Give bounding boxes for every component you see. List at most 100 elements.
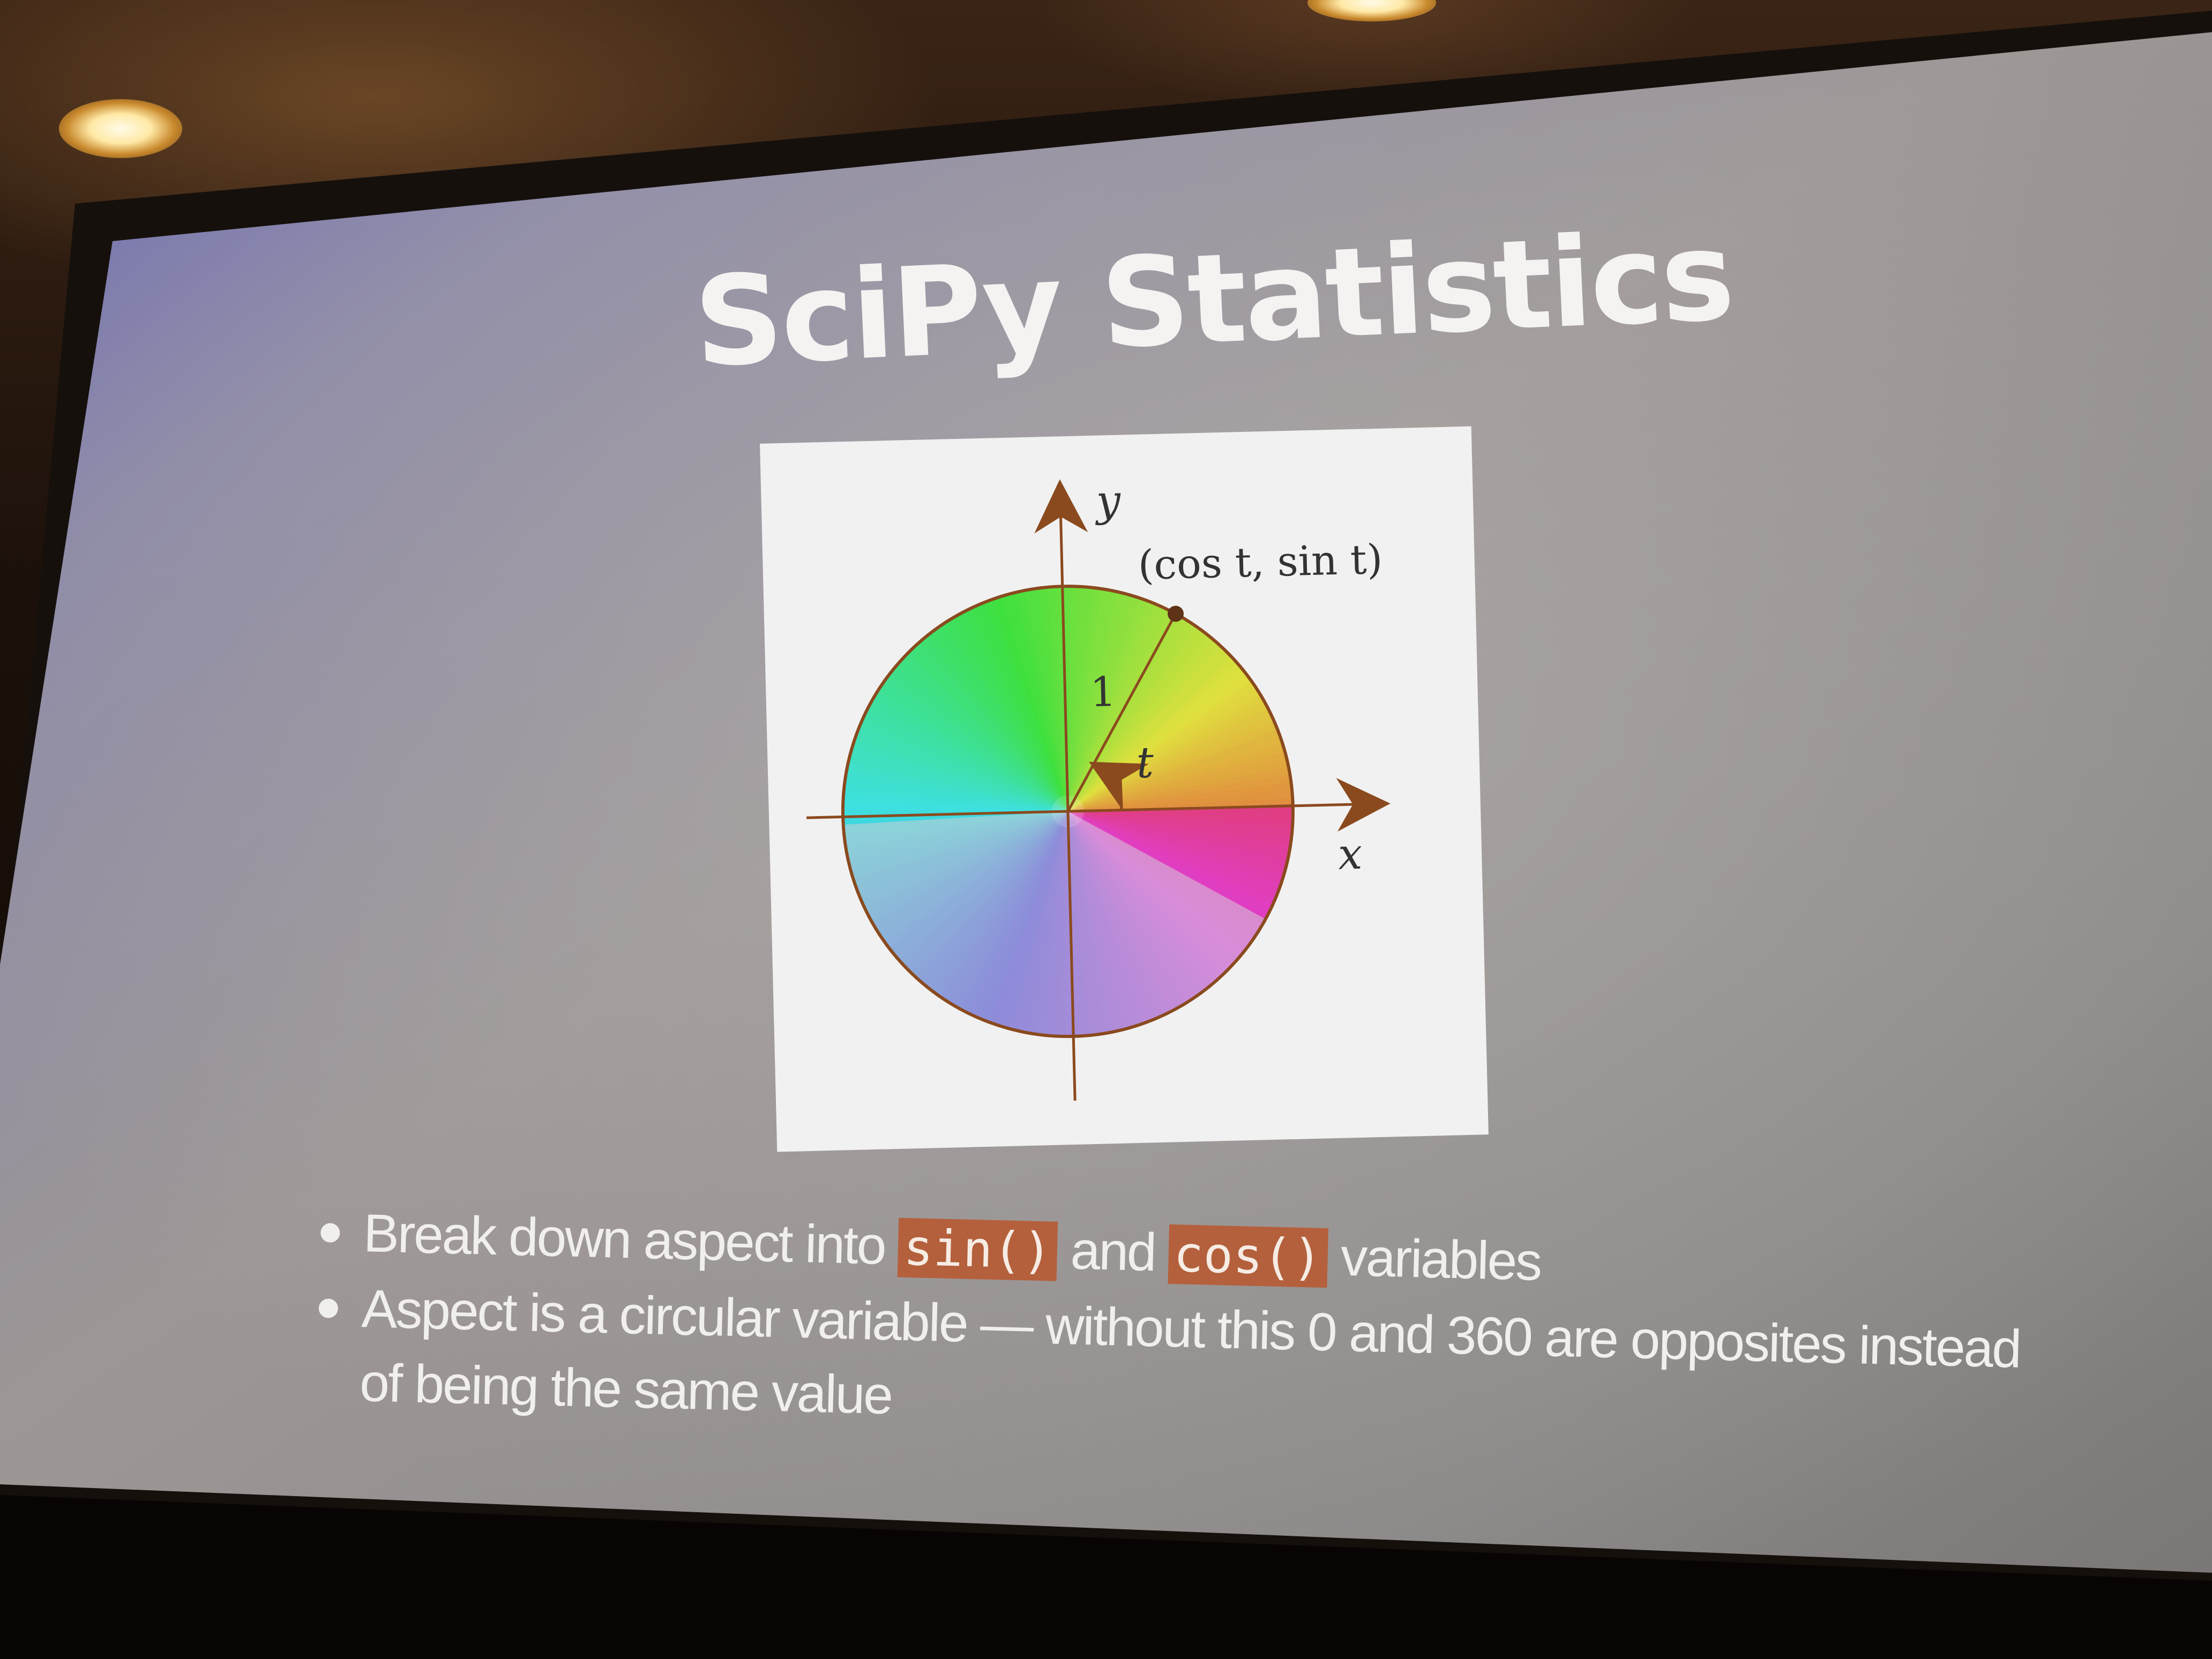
color-wheel-wedge	[930, 614, 1068, 812]
color-wheel-wedge	[839, 744, 1068, 812]
color-wheel-wedge	[899, 640, 1068, 812]
color-wheel-wedge	[1067, 581, 1087, 812]
color-wheel-wedge	[837, 801, 1068, 812]
color-wheel-wedge	[849, 713, 1068, 812]
color-wheel-wedge	[876, 811, 1068, 956]
point-label: (cos t, sin t)	[1138, 535, 1384, 589]
color-wheel-wedge	[1067, 811, 1213, 1004]
color-wheel-wedge	[1067, 581, 1127, 812]
unit-circle-diagram: y x (cos t, sin t) 1 t	[806, 476, 1391, 1101]
y-axis	[1034, 479, 1088, 1101]
color-wheel-wedge	[1067, 811, 1231, 989]
color-wheel-wedge	[1067, 582, 1135, 812]
color-wheel-wedge	[1067, 811, 1276, 932]
color-wheel-wedge	[1067, 607, 1195, 812]
bullet-text: Break down aspect into	[362, 1203, 899, 1276]
color-wheel-wedge	[921, 811, 1068, 1002]
color-wheel-wedge	[977, 811, 1068, 1033]
color-wheel-wedge	[1067, 811, 1280, 924]
x-axis-label: x	[1337, 829, 1363, 879]
color-wheel-wedge	[1067, 581, 1079, 812]
color-wheel-wedge	[860, 691, 1068, 812]
color-wheel-wedge	[1067, 811, 1283, 917]
color-wheel-wedge	[1067, 811, 1268, 945]
color-wheel-wedge	[934, 811, 1068, 1011]
color-wheel-wedge	[1067, 811, 1253, 965]
color-wheel-wedge	[866, 811, 1068, 943]
floor-shadow	[0, 1495, 2212, 1659]
color-wheel-wedge	[887, 652, 1068, 812]
color-wheel-wedge	[896, 811, 1068, 981]
radius-label: 1	[1089, 668, 1117, 716]
color-wheel-wedge	[902, 811, 1068, 987]
color-wheel-wedge	[871, 811, 1068, 950]
y-axis-label: y	[1094, 476, 1122, 526]
color-wheel-wedge	[944, 606, 1068, 812]
bullet-dot	[318, 1298, 339, 1319]
color-wheel-wedge	[837, 760, 1068, 812]
color-wheel-wedge	[1067, 585, 1144, 812]
angle-label: t	[1136, 737, 1155, 788]
color-wheel-wedge	[1067, 811, 1258, 959]
color-wheel-wedge	[1067, 581, 1103, 812]
color-wheel-wedge	[910, 629, 1068, 812]
color-wheel-wedge	[851, 811, 1068, 914]
color-wheel-wedge	[1067, 611, 1202, 812]
unit-circle-figure: y x (cos t, sin t) 1 t	[760, 426, 1489, 1152]
color-wheel-wedge	[908, 811, 1068, 992]
color-wheel-wedge	[992, 811, 1068, 1038]
color-wheel-wedge	[843, 728, 1068, 812]
radius-line	[1066, 613, 1177, 812]
color-wheel-wedge	[868, 677, 1068, 812]
color-wheel-wedge	[1067, 811, 1299, 855]
color-wheel-wedge	[1067, 811, 1199, 1013]
color-wheel	[837, 581, 1299, 1042]
color-wheel-wedge	[1067, 581, 1119, 812]
color-wheel-wedge	[1067, 581, 1111, 812]
color-wheel-wedge	[1049, 811, 1068, 1042]
color-wheel-wedge	[1067, 811, 1299, 863]
color-wheel-wedge	[1067, 811, 1292, 894]
color-wheel-wedge	[883, 657, 1068, 812]
color-wheel-wedge	[856, 698, 1068, 812]
color-wheel-wedge	[937, 610, 1068, 812]
code-cos: cos()	[1168, 1224, 1328, 1288]
color-wheel-wedge	[1067, 811, 1225, 994]
color-wheel-wedge	[1067, 593, 1167, 812]
color-wheel-wedge	[1067, 811, 1299, 831]
color-wheel-wedge	[1067, 811, 1297, 879]
color-wheel-wedge	[1067, 811, 1299, 847]
color-wheel-wedge	[837, 776, 1068, 812]
color-wheel-wedge	[837, 768, 1068, 812]
color-wheel-wedge	[841, 736, 1068, 812]
color-wheel-wedge	[917, 624, 1068, 812]
color-wheel-wedge	[837, 752, 1068, 812]
color-wheel-wedge	[1024, 811, 1068, 1042]
color-wheel-wedge	[1067, 811, 1237, 983]
bullet-list: Break down aspect into sin() and cos() v…	[311, 1195, 2084, 1462]
color-wheel-wedge	[914, 811, 1068, 997]
color-wheel-wedge	[1067, 811, 1192, 1017]
color-wheel-wedge	[855, 811, 1068, 922]
color-wheel-wedge	[1067, 811, 1219, 999]
color-wheel-wedge	[1016, 811, 1068, 1042]
color-wheel-wedge	[891, 811, 1068, 975]
color-wheel-wedge	[940, 811, 1068, 1015]
color-wheel-wedge	[951, 602, 1068, 812]
color-wheel-wedge	[985, 811, 1068, 1036]
color-wheel-wedge	[905, 634, 1068, 812]
color-wheel-wedge	[1067, 603, 1188, 812]
color-wheel-wedge	[1067, 811, 1287, 910]
color-wheel-wedge	[837, 792, 1068, 812]
color-wheel-wedge	[880, 811, 1068, 962]
color-wheel-wedge	[1067, 811, 1272, 939]
color-wheel-wedge	[893, 646, 1068, 812]
color-wheel-wedge	[853, 706, 1068, 812]
color-wheel-wedge	[1067, 811, 1299, 823]
color-wheel-wedge	[1033, 811, 1068, 1042]
color-wheel-wedge	[837, 784, 1068, 812]
color-wheel-wedge	[862, 811, 1068, 936]
color-wheel-wedge	[955, 811, 1068, 1023]
color-wheel-wedge	[958, 598, 1068, 812]
color-wheel-wedge	[962, 811, 1068, 1027]
